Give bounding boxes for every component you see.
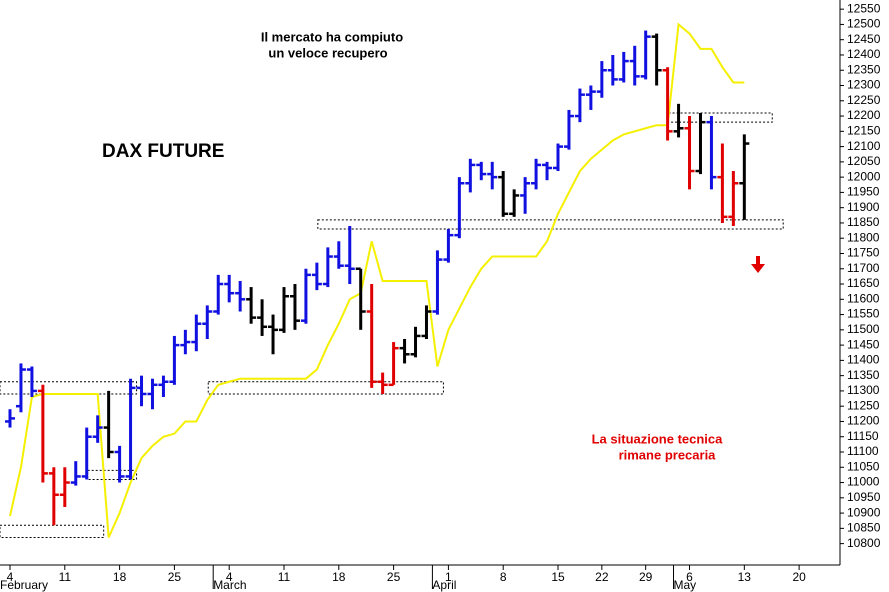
x-tick-label: 6 xyxy=(686,570,693,584)
note: rimane precaria xyxy=(619,447,717,462)
y-tick-label: 11550 xyxy=(847,307,880,321)
y-tick-label: 12450 xyxy=(847,32,881,46)
y-tick-label: 11050 xyxy=(847,459,880,473)
x-tick-label: 1 xyxy=(445,570,452,584)
x-tick-label: 11 xyxy=(59,570,72,584)
support-zone xyxy=(87,469,138,480)
x-tick-label: 18 xyxy=(113,570,127,584)
support-zone xyxy=(317,219,784,230)
y-tick-label: 11950 xyxy=(847,185,880,199)
y-tick-label: 12150 xyxy=(847,123,881,137)
y-tick-label: 10800 xyxy=(847,536,881,550)
x-tick-label: 4 xyxy=(7,570,14,584)
y-tick-label: 11400 xyxy=(847,353,880,367)
x-tick-label: 15 xyxy=(551,570,565,584)
y-tick-label: 11250 xyxy=(847,398,880,412)
x-tick-label: 29 xyxy=(639,570,653,584)
y-tick-label: 11350 xyxy=(847,368,880,382)
headline: un veloce recupero xyxy=(268,45,387,60)
stop-line xyxy=(9,22,745,538)
y-tick-label: 12200 xyxy=(847,108,881,122)
y-tick-label: 10850 xyxy=(847,521,881,535)
y-tick-label: 12250 xyxy=(847,93,881,107)
support-zone xyxy=(0,524,105,539)
y-tick-label: 11100 xyxy=(847,444,879,458)
y-tick-label: 12500 xyxy=(847,17,881,31)
y-tick-label: 11000 xyxy=(847,475,880,489)
month-label: April xyxy=(432,578,456,592)
x-tick-label: 11 xyxy=(278,570,291,584)
x-tick-label: 18 xyxy=(332,570,346,584)
x-tick-label: 22 xyxy=(595,570,609,584)
headline: Il mercato ha compiuto xyxy=(261,29,403,44)
x-tick-label: 8 xyxy=(500,570,507,584)
y-tick-label: 11450 xyxy=(847,337,880,351)
y-tick-label: 12400 xyxy=(847,47,881,61)
support-zone xyxy=(207,381,444,395)
month-label: March xyxy=(213,578,246,592)
y-tick-label: 10950 xyxy=(847,490,881,504)
y-tick-label: 11750 xyxy=(847,246,880,260)
y-tick-label: 12050 xyxy=(847,154,881,168)
y-tick-label: 11700 xyxy=(847,261,880,275)
y-tick-label: 12000 xyxy=(847,169,881,183)
y-tick-label: 11300 xyxy=(847,383,880,397)
y-tick-label: 11150 xyxy=(847,429,879,443)
y-tick-label: 12550 xyxy=(847,1,881,15)
y-tick-label: 12350 xyxy=(847,62,881,76)
y-tick-label: 12100 xyxy=(847,139,881,153)
x-tick-label: 4 xyxy=(226,570,233,584)
month-label: May xyxy=(674,578,697,592)
y-tick-label: 11650 xyxy=(847,276,880,290)
month-label: February xyxy=(0,578,48,592)
x-tick-label: 20 xyxy=(792,570,806,584)
y-tick-label: 11850 xyxy=(847,215,880,229)
plot-area xyxy=(0,0,840,565)
note: La situazione tecnica xyxy=(592,431,724,446)
x-tick-label: 25 xyxy=(168,570,182,584)
down-arrow xyxy=(751,256,765,273)
x-tick-label: 13 xyxy=(738,570,752,584)
y-tick-label: 11600 xyxy=(847,291,880,305)
y-tick-label: 12300 xyxy=(847,78,881,92)
chart-title: DAX FUTURE xyxy=(102,141,224,162)
y-tick-label: 11800 xyxy=(847,230,880,244)
x-tick-label: 25 xyxy=(387,570,401,584)
y-tick-label: 11200 xyxy=(847,414,880,428)
y-tick-label: 10900 xyxy=(847,505,881,519)
y-tick-label: 11900 xyxy=(847,200,880,214)
y-tick-label: 11500 xyxy=(847,322,880,336)
